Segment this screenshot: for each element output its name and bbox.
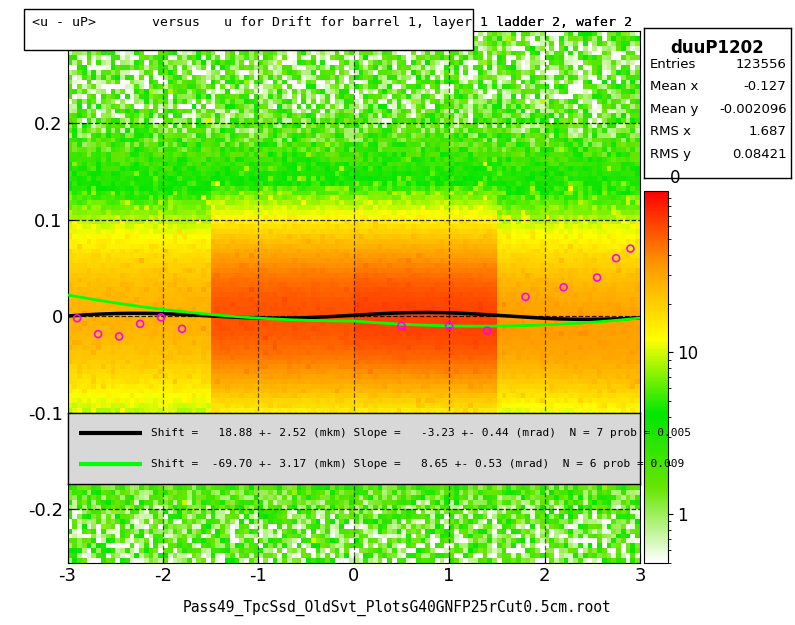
Point [443, 321, 456, 331]
Text: Entries: Entries [650, 58, 696, 71]
Point [113, 331, 126, 341]
Point [591, 272, 603, 282]
Point [624, 244, 637, 254]
Point [176, 324, 188, 334]
Point [91, 329, 104, 339]
Text: 123556: 123556 [735, 58, 786, 71]
Point [519, 292, 532, 302]
Text: RMS x: RMS x [650, 125, 691, 138]
Text: Shift =   18.88 +- 2.52 (mkm) Slope =   -3.23 +- 0.44 (mrad)  N = 7 prob = 0.005: Shift = 18.88 +- 2.52 (mkm) Slope = -3.2… [150, 428, 691, 438]
Text: <u - uP>       versus   u for Drift for barrel 1, layer 1 ladder 2, wafer 2: <u - uP> versus u for Drift for barrel 1… [32, 16, 632, 29]
Text: -0.127: -0.127 [744, 80, 786, 93]
Text: Mean y: Mean y [650, 102, 698, 116]
Point [134, 319, 146, 329]
Text: <u - uP>       versus   u for Drift for barrel 1, layer 1 ladder 2, wafer 2: <u - uP> versus u for Drift for barrel 1… [32, 16, 632, 29]
Text: 1.687: 1.687 [749, 125, 786, 138]
Text: Mean x: Mean x [650, 80, 698, 93]
Point [71, 313, 83, 323]
Text: Shift =  -69.70 +- 3.17 (mkm) Slope =   8.65 +- 0.53 (mrad)  N = 6 prob = 0.009: Shift = -69.70 +- 3.17 (mkm) Slope = 8.6… [150, 459, 684, 469]
Text: 0: 0 [670, 169, 681, 187]
Text: RMS y: RMS y [650, 148, 691, 161]
Text: -0.002096: -0.002096 [719, 102, 786, 116]
Point [481, 326, 494, 336]
Point [395, 321, 408, 331]
Point [610, 253, 622, 263]
Point [155, 312, 168, 322]
Text: Pass49_TpcSsd_OldSvt_PlotsG40GNFP25rCut0.5cm.root: Pass49_TpcSsd_OldSvt_PlotsG40GNFP25rCut0… [183, 599, 612, 616]
Text: 0.08421: 0.08421 [732, 148, 786, 161]
Point [557, 282, 570, 292]
Text: duuP1202: duuP1202 [671, 39, 764, 57]
